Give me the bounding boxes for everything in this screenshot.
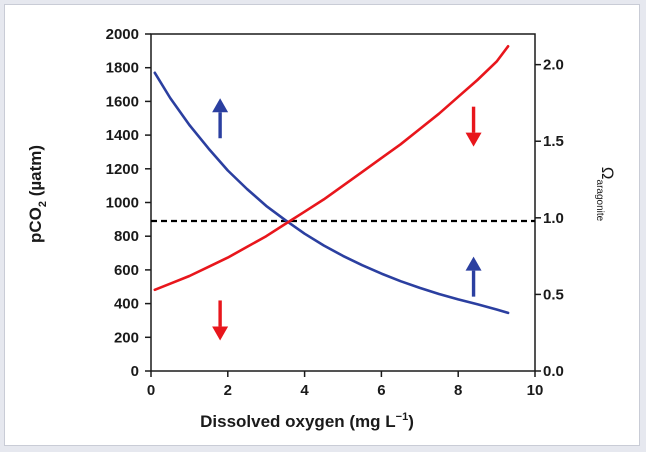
y2-tick-label: 0.0: [543, 363, 564, 380]
y-tick-label: 1800: [106, 60, 139, 77]
y2-tick-label: 2.0: [543, 57, 564, 74]
arrow-up-4: [465, 256, 482, 297]
plot-area: [150, 33, 536, 372]
arrow-down-3: [465, 106, 482, 147]
arrow-up-1: [212, 98, 229, 139]
y-tick-label: 1600: [106, 93, 139, 110]
arrow-head: [465, 256, 482, 271]
y-tick-label: 200: [114, 329, 139, 346]
y-axis-label: pCO2 (µatm): [26, 145, 49, 243]
y-tick-label: 0: [131, 363, 139, 380]
y2-tick-label: 1.5: [543, 133, 564, 150]
x-tick-label: 2: [224, 382, 232, 399]
y-tick-label: 400: [114, 296, 139, 313]
arrow-head: [465, 132, 482, 147]
series-line-1: [153, 71, 510, 315]
y2-axis-label: Ωaragonite: [594, 167, 617, 222]
x-tick-label: 6: [377, 382, 385, 399]
y-tick-label: 600: [114, 262, 139, 279]
y2-tick-label: 1.0: [543, 210, 564, 227]
plot-border: [150, 33, 536, 372]
y-tick-label: 1200: [106, 161, 139, 178]
arrow-down-2: [212, 300, 229, 341]
x-tick-label: 4: [300, 382, 309, 399]
y-tick-label: 1000: [106, 195, 139, 212]
x-axis-label: Dissolved oxygen (mg L−1): [200, 411, 414, 431]
y2-tick-label: 0.5: [543, 286, 564, 303]
x-tick-label: 0: [147, 382, 155, 399]
x-tick-label: 8: [454, 382, 462, 399]
series-line-2: [153, 44, 510, 292]
y-tick-label: 2000: [106, 26, 139, 43]
series-layer: [151, 44, 535, 341]
chart-svg: 0 200 400 600 800 1000 1200 1400 1600 1800 2000 0.0…: [26, 26, 617, 431]
y-tick-label: 1400: [106, 127, 139, 144]
arrow-head: [212, 326, 229, 341]
chart-frame: 0 200 400 600 800 1000 1200 1400 1600 1800 2000 0.0…: [4, 4, 640, 446]
arrow-head: [212, 98, 229, 113]
x-tick-label: 10: [527, 382, 544, 399]
axes-layer: 0 200 400 600 800 1000 1200 1400 1600 1800 2000 0.0…: [106, 26, 564, 399]
y-tick-label: 800: [114, 228, 139, 245]
